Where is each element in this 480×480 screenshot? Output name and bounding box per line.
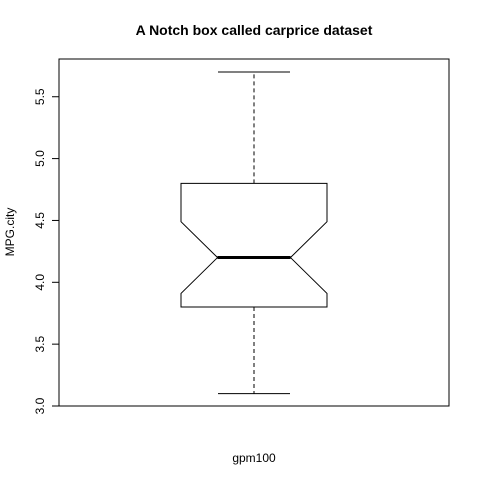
y-axis-label: MPG.city (3, 208, 17, 257)
box-group (180, 71, 328, 395)
chart-title: A Notch box called carprice dataset (136, 22, 373, 38)
y-tick-label-0: 3.0 (33, 397, 47, 414)
y-axis: 3.0 3.5 4.0 4.5 5.0 5.5 (33, 88, 60, 414)
y-tick-label-3: 4.5 (33, 212, 47, 229)
x-axis-label: gpm100 (232, 451, 276, 465)
y-tick-label-1: 3.5 (33, 335, 47, 352)
notched-box (180, 182, 328, 308)
y-tick-label-2: 4.0 (33, 274, 47, 291)
y-tick-label-5: 5.5 (33, 88, 47, 105)
y-tick-label-4: 5.0 (33, 150, 47, 167)
